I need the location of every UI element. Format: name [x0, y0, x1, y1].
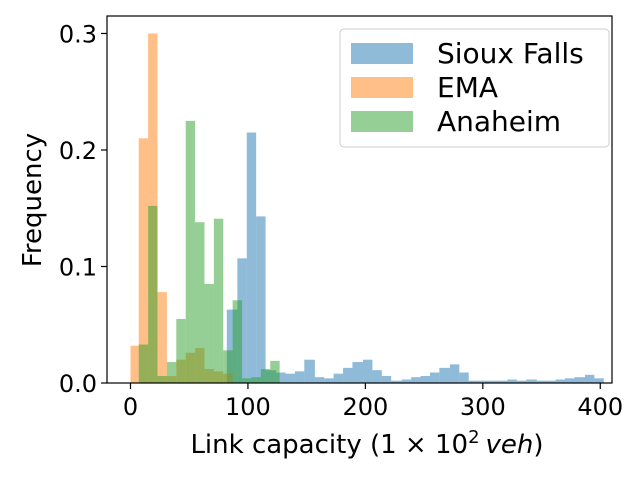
histogram-bar [565, 378, 575, 383]
histogram-bar [270, 360, 280, 383]
y-axis: 0.0 0.1 0.2 0.3 [59, 20, 107, 398]
histogram-bar [487, 380, 499, 383]
histogram-bar [526, 379, 537, 383]
plot-frame [106, 15, 613, 384]
histogram-bar [401, 379, 412, 383]
series-anaheim [138, 120, 280, 384]
histogram-bar [138, 138, 149, 383]
histogram-bar [584, 374, 595, 383]
histogram-bar [411, 377, 421, 383]
x-tick-label: 200 [342, 393, 388, 421]
histogram-bar [242, 378, 252, 383]
histogram-bar [420, 376, 430, 383]
legend-item: EMA [351, 71, 498, 104]
histogram-bar [130, 345, 139, 383]
histogram-bar [333, 373, 344, 383]
bars-layer [130, 33, 604, 384]
histogram-bar [226, 309, 238, 383]
histogram-bar [176, 318, 186, 383]
histogram-bar [256, 216, 266, 383]
histogram-bar [138, 344, 149, 383]
histogram-bar [294, 371, 305, 383]
legend-label: Sioux Falls [437, 37, 584, 70]
histogram-bar [429, 372, 440, 383]
histogram-bar [314, 377, 325, 383]
x-axis-label: Link capacity (1 × 102 veh) [190, 427, 543, 460]
x-axis: 0 100 200 300 400 [123, 383, 623, 421]
histogram-bar [232, 300, 243, 383]
histogram-bar [574, 377, 585, 383]
histogram-bar [352, 362, 364, 383]
x-axis-label-math: 1 × 10 [380, 430, 468, 460]
histogram-bar [498, 380, 508, 383]
histogram-bar [536, 380, 547, 383]
histogram-bar [185, 120, 196, 384]
y-axis-label: Frequency [18, 133, 48, 267]
histogram-bar [507, 379, 517, 383]
histogram-bar [363, 359, 373, 383]
legend-label: Anaheim [437, 105, 561, 138]
histogram-bar [157, 292, 167, 383]
histogram-bar [594, 378, 604, 383]
x-axis-label-unit: veh [486, 430, 534, 460]
legend-swatch [351, 43, 413, 64]
histogram-bar [478, 380, 488, 383]
y-tick-label: 0.0 [59, 370, 97, 398]
histogram-bar [304, 359, 315, 383]
legend-item: Sioux Falls [351, 37, 584, 70]
series-sioux-falls [226, 132, 604, 383]
histogram-bar [260, 369, 271, 383]
legend-label: EMA [437, 71, 498, 104]
histogram-bar [449, 364, 460, 383]
legend-swatch [351, 111, 413, 132]
x-tick-label: 0 [123, 393, 138, 421]
x-tick-label: 100 [225, 393, 271, 421]
x-axis-label-exponent: 2 [468, 427, 479, 448]
histogram-bar [213, 218, 224, 383]
histogram-bar [251, 377, 261, 383]
histogram-bar [372, 370, 382, 383]
histogram-bar [391, 380, 402, 383]
legend-item: Anaheim [351, 105, 561, 138]
x-tick-label: 400 [577, 393, 623, 421]
histogram-bar [223, 350, 233, 383]
histogram-bar [381, 376, 392, 383]
histogram-bar [195, 222, 205, 383]
histogram-bar [516, 380, 527, 383]
histogram-bar [459, 372, 469, 383]
y-tick-label: 0.2 [59, 137, 97, 165]
histogram-bar [324, 378, 334, 383]
histogram-bar [285, 373, 295, 383]
y-tick-label: 0.1 [59, 253, 97, 281]
x-axis-label-prefix: Link capacity ( [190, 430, 380, 460]
histogram-bar [468, 380, 479, 383]
histogram-bar [157, 376, 167, 383]
histogram-bar [439, 367, 450, 383]
histogram-bar [276, 372, 286, 383]
histogram-bar [204, 283, 214, 383]
legend-swatch [351, 77, 413, 98]
histogram-bar [166, 362, 177, 383]
histogram-bar [546, 380, 556, 383]
y-tick-label: 0.3 [59, 20, 97, 48]
x-tick-label: 300 [460, 393, 506, 421]
histogram-bar [343, 367, 353, 383]
histogram-bar [246, 132, 257, 383]
x-axis-label-suffix: ) [533, 430, 543, 460]
histogram-bar [555, 379, 566, 383]
histogram-bar [148, 205, 158, 383]
